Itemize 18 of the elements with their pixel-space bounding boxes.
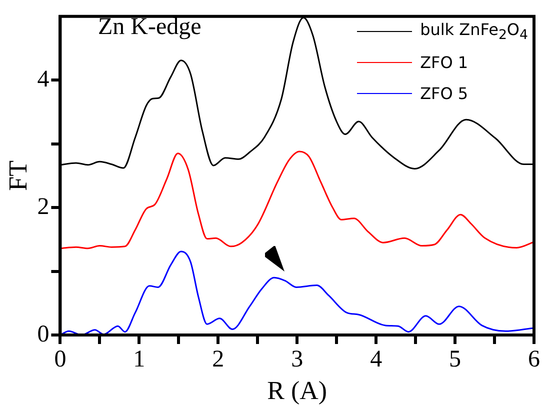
x-tick-label: 4 (370, 346, 382, 373)
x-axis-title: R (A) (267, 376, 328, 406)
x-tick-label: 0 (54, 346, 66, 373)
y-tick-label: 2 (37, 194, 50, 220)
x-tick-label: 3 (291, 346, 304, 373)
x-tick-label: 1 (133, 346, 146, 373)
line-series (60, 250, 534, 335)
legend-label: bulk ZnFe$_{2}$O$_{4}$ (420, 20, 528, 44)
chart-title: Zn K-edge (98, 14, 202, 41)
x-tick-label: 6 (528, 346, 540, 373)
y-tick-label: 0 (37, 321, 50, 348)
legend-label: ZFO 5 (420, 84, 468, 103)
legend-label: ZFO 1 (420, 53, 468, 72)
x-tick-label: 2 (212, 346, 224, 373)
y-axis-title: FT (3, 160, 32, 191)
y-tick-label: 4 (37, 66, 50, 92)
x-tick-label: 5 (449, 346, 462, 373)
line-series (60, 150, 534, 250)
